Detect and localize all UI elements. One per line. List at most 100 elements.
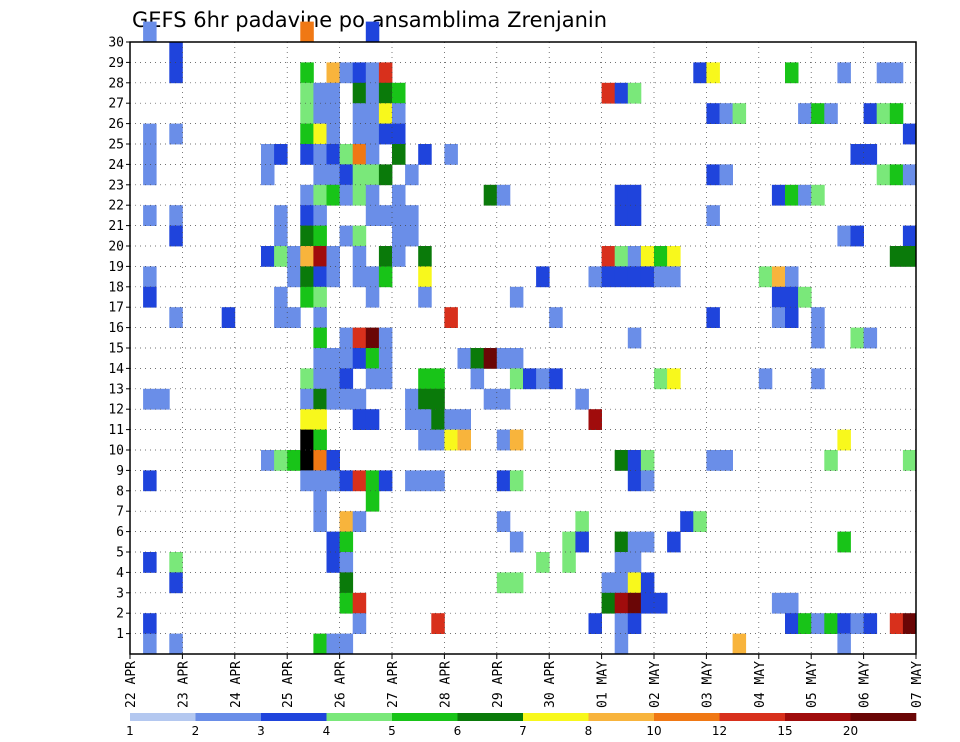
heatmap-cell <box>300 184 314 206</box>
heatmap-cell <box>261 144 275 165</box>
heatmap-cell <box>640 470 655 492</box>
heatmap-cell <box>326 388 340 410</box>
heatmap-cell <box>378 246 393 267</box>
heatmap-cell <box>352 82 367 104</box>
heatmap-cell <box>627 531 642 553</box>
heatmap-cell <box>771 592 786 614</box>
x-tick-label: 02 MAY <box>648 661 663 708</box>
heatmap-cell <box>640 531 655 553</box>
heatmap-cell <box>627 82 642 104</box>
heatmap-cell <box>287 307 301 328</box>
colorbar: 1 2 3 4 5 6 7 8 10 12 15 20 <box>126 713 917 738</box>
y-tick-label: 13 <box>108 382 124 397</box>
heatmap-cell <box>654 592 668 614</box>
heatmap-cell <box>483 388 498 410</box>
colorbar-label: 6 <box>454 724 462 738</box>
heatmap-cell <box>509 531 524 553</box>
heatmap-cell <box>378 368 393 390</box>
heatmap-cell <box>352 470 367 492</box>
heatmap-cell <box>313 103 327 124</box>
heatmap-cell <box>509 470 524 492</box>
y-tick-label: 9 <box>116 464 124 479</box>
y-tick-label: 21 <box>108 219 124 234</box>
heatmap-cell <box>326 552 340 573</box>
heatmap-cell <box>339 144 354 165</box>
heatmap-cell <box>758 266 773 288</box>
heatmap-cell <box>300 225 314 247</box>
heatmap-cell <box>339 633 354 655</box>
heatmap-cell <box>326 103 340 124</box>
heatmap-cell <box>326 470 340 492</box>
heatmap-cell <box>640 266 655 288</box>
heatmap-cell <box>588 613 602 634</box>
heatmap-cell <box>143 21 157 43</box>
x-tick-label: 28 APR <box>438 661 453 708</box>
heatmap-cell <box>418 286 432 308</box>
heatmap-cell <box>326 144 340 165</box>
heatmap-cell <box>418 368 432 390</box>
heatmap-cell <box>169 307 183 328</box>
heatmap-cell <box>876 62 891 84</box>
colorbar-swatch <box>457 713 524 721</box>
heatmap-cell <box>365 348 380 369</box>
y-tick-label: 17 <box>108 301 124 316</box>
heatmap-cell <box>509 572 524 594</box>
heatmap-cell <box>313 348 327 369</box>
heatmap-cell <box>143 266 157 288</box>
heatmap-cell <box>601 572 616 594</box>
y-tick-label: 26 <box>108 117 124 132</box>
heatmap-cell <box>811 368 825 390</box>
colorbar-label: 7 <box>519 724 527 738</box>
heatmap-cell <box>771 286 786 308</box>
heatmap-cell <box>496 348 511 369</box>
heatmap-cell <box>680 511 694 532</box>
heatmap-cell <box>313 409 327 430</box>
heatmap-cell <box>902 225 917 247</box>
heatmap-cell <box>365 123 380 145</box>
y-tick-label: 7 <box>116 505 124 520</box>
heatmap-cell <box>365 164 380 186</box>
heatmap-cell <box>667 246 681 267</box>
heatmap-cell <box>509 429 524 451</box>
heatmap-cell <box>339 225 354 247</box>
heatmap-cell <box>261 246 275 267</box>
heatmap-cell <box>614 572 629 594</box>
heatmap-cell <box>352 511 367 532</box>
heatmap-cell <box>470 348 485 369</box>
heatmap-cell <box>169 572 183 594</box>
heatmap-cell <box>300 409 314 430</box>
heatmap-cell <box>326 184 340 206</box>
heatmap-cell <box>300 450 314 471</box>
heatmap-cell <box>287 450 301 471</box>
heatmap-cell <box>601 246 616 267</box>
heatmap-cell <box>313 205 327 226</box>
heatmap-cell <box>614 552 629 573</box>
heatmap-cell <box>365 62 380 84</box>
y-tick-label: 24 <box>108 158 124 173</box>
y-tick-label: 23 <box>108 178 124 193</box>
heatmap-cell <box>352 409 367 430</box>
heatmap-cell <box>378 103 393 124</box>
heatmap-cell <box>693 511 707 532</box>
y-tick-label: 10 <box>108 444 124 459</box>
heatmap-cell <box>431 613 445 634</box>
heatmap-cell <box>365 205 380 226</box>
heatmap-cell <box>889 103 904 124</box>
y-tick-label: 11 <box>108 423 124 438</box>
heatmap-cell <box>444 144 458 165</box>
heatmap-cell <box>693 62 707 84</box>
heatmap-cell <box>627 246 642 267</box>
heatmap-cell <box>313 266 327 288</box>
heatmap-cell <box>365 21 380 43</box>
heatmap-cell <box>274 225 288 247</box>
heatmap-cell <box>614 592 629 614</box>
heatmap-cell <box>614 633 629 655</box>
heatmap-cell <box>287 246 301 267</box>
heatmap-cell <box>654 266 668 288</box>
heatmap-cell <box>274 205 288 226</box>
heatmap-cell <box>431 368 445 390</box>
heatmap-cell <box>352 327 367 349</box>
heatmap-cell <box>798 184 812 206</box>
heatmap-cell <box>352 613 367 634</box>
heatmap-cell <box>339 388 354 410</box>
